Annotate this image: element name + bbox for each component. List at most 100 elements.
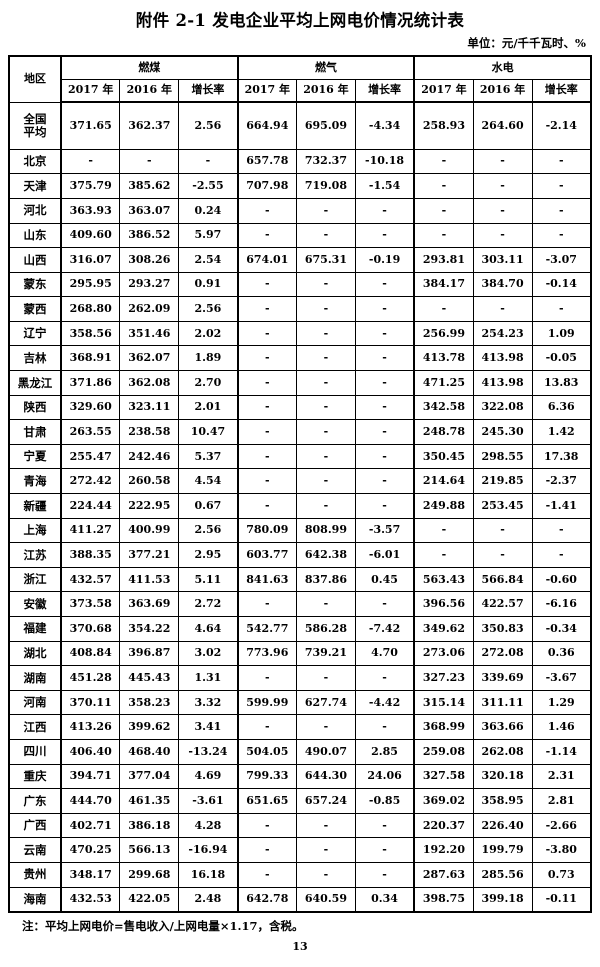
- data-cell: 2.95: [178, 542, 239, 568]
- data-cell: 358.95: [472, 788, 533, 814]
- data-cell: 339.69: [472, 665, 533, 691]
- data-cell: 2.81: [531, 788, 592, 814]
- region-cell: 蒙东: [8, 271, 62, 298]
- data-cell: 739.21: [296, 640, 356, 667]
- region-cell: 广西: [8, 812, 62, 839]
- data-cell: -7.42: [354, 616, 415, 642]
- data-cell: 256.99: [413, 320, 474, 347]
- data-cell: 413.78: [413, 345, 474, 372]
- data-cell: 354.22: [119, 616, 180, 642]
- data-cell: -: [354, 370, 415, 396]
- data-cell: 4.64: [178, 616, 239, 642]
- table-row: 蒙东 295.95 293.27 0.91- - -384.17 384.70 -0.14: [8, 271, 592, 298]
- data-cell: 199.79: [472, 837, 533, 863]
- data-cell: 732.37: [296, 148, 356, 175]
- data-cell: 375.79: [60, 173, 121, 199]
- data-cell: 599.99: [236, 689, 297, 716]
- data-cell: 2.56: [178, 101, 239, 150]
- data-cell: -: [296, 837, 356, 863]
- data-cell: -: [531, 222, 592, 249]
- column-header-gas-growth: 增长率: [354, 78, 415, 104]
- document-page: 附件 2-1 发电企业平均上网电价情况统计表 单位：元/千千瓦时、% 地区 燃煤…: [0, 10, 600, 967]
- region-cell: 浙江: [8, 566, 62, 593]
- table-row: 蒙西 268.80 262.09 2.56- - - - - -: [8, 296, 592, 322]
- data-cell: 363.93: [60, 197, 121, 224]
- data-cell: 675.31: [296, 247, 356, 273]
- data-cell: 258.93: [413, 101, 474, 150]
- data-cell: 837.86: [296, 566, 356, 593]
- data-cell: -: [472, 542, 533, 568]
- data-cell: 342.58: [413, 394, 474, 421]
- data-cell: 371.86: [60, 370, 121, 396]
- region-cell: 山西: [8, 247, 62, 273]
- data-cell: 320.18: [472, 763, 533, 790]
- data-cell: 451.28: [60, 665, 121, 691]
- data-cell: 10.47: [178, 419, 239, 445]
- data-cell: 263.55: [60, 419, 121, 445]
- table-row: 广西 402.71 386.18 4.28- - -220.37 226.40 -2.66: [8, 812, 592, 839]
- table-row: 浙江 432.57 411.53 5.11 841.63 837.86 0.45 563.43…: [8, 566, 592, 593]
- data-cell: -: [236, 468, 297, 495]
- data-cell: 363.69: [119, 591, 180, 618]
- data-cell: -6.01: [354, 542, 415, 568]
- data-cell: -: [354, 394, 415, 421]
- data-cell: 384.70: [472, 271, 533, 298]
- data-cell: -: [236, 665, 297, 691]
- data-cell: 386.18: [119, 812, 180, 839]
- data-cell: 219.85: [472, 468, 533, 495]
- region-cell: 北京: [8, 148, 62, 175]
- data-cell: -: [236, 296, 297, 322]
- data-cell: -0.05: [531, 345, 592, 372]
- data-cell: 323.11: [119, 394, 180, 421]
- table-row: 陕西 329.60 323.11 2.01- - -342.58 322.08 6.36: [8, 394, 592, 421]
- region-cell: 天津: [8, 173, 62, 199]
- data-cell: -: [354, 812, 415, 839]
- data-cell: -: [296, 468, 356, 495]
- data-cell: -: [531, 517, 592, 544]
- table-row: 天津 375.79 385.62 -2.55 707.98 719.08 -1.54- - -: [8, 173, 592, 199]
- data-cell: 192.20: [413, 837, 474, 863]
- region-cell: 四川: [8, 738, 62, 765]
- data-cell: 0.67: [178, 493, 239, 519]
- data-cell: 406.40: [60, 738, 121, 765]
- data-cell: 657.24: [296, 788, 356, 814]
- data-cell: 350.45: [413, 443, 474, 470]
- data-cell: 249.88: [413, 493, 474, 519]
- data-cell: 260.58: [119, 468, 180, 495]
- region-cell: 湖北: [8, 640, 62, 667]
- data-cell: -: [354, 320, 415, 347]
- data-cell: 413.98: [472, 345, 533, 372]
- data-cell: -: [236, 222, 297, 249]
- data-cell: -: [236, 837, 297, 863]
- data-cell: -: [236, 714, 297, 740]
- table-row: 吉林 368.91 362.07 1.89- - -413.78 413.98 -0.05: [8, 345, 592, 372]
- data-cell: 603.77: [236, 542, 297, 568]
- data-cell: -: [354, 468, 415, 495]
- column-header-gas-2016: 2016 年: [296, 78, 356, 104]
- data-cell: 24.06: [354, 763, 415, 790]
- data-cell: 1.09: [531, 320, 592, 347]
- data-cell: 363.07: [119, 197, 180, 224]
- table-header: 地区 燃煤 燃气 水电 2017 年 2016 年 增长率 2017 年 201…: [8, 55, 592, 104]
- data-cell: 2.56: [178, 296, 239, 322]
- data-cell: 308.26: [119, 247, 180, 273]
- column-group-hydro: 水电: [413, 55, 592, 80]
- region-cell: 福建: [8, 616, 62, 642]
- page-title: 附件 2-1 发电企业平均上网电价情况统计表: [135, 11, 465, 30]
- data-cell: 444.70: [60, 788, 121, 814]
- data-cell: 214.64: [413, 468, 474, 495]
- region-cell: 安徽: [8, 591, 62, 618]
- region-cell: 宁夏: [8, 443, 62, 470]
- data-cell: 2.01: [178, 394, 239, 421]
- data-cell: 285.56: [472, 861, 533, 888]
- table-note: 注：平均上网电价=售电收入/上网电量×1.17，含税。: [22, 918, 304, 933]
- data-cell: -: [296, 394, 356, 421]
- data-cell: 370.11: [60, 689, 121, 716]
- data-cell: 563.43: [413, 566, 474, 593]
- table-row: 辽宁 358.56 351.46 2.02- - -256.99 254.23 1.09: [8, 320, 592, 347]
- column-header-coal-growth: 增长率: [178, 78, 239, 104]
- data-cell: 651.65: [236, 788, 297, 814]
- data-cell: 0.73: [531, 861, 592, 888]
- data-cell: 4.54: [178, 468, 239, 495]
- data-cell: 358.23: [119, 689, 180, 716]
